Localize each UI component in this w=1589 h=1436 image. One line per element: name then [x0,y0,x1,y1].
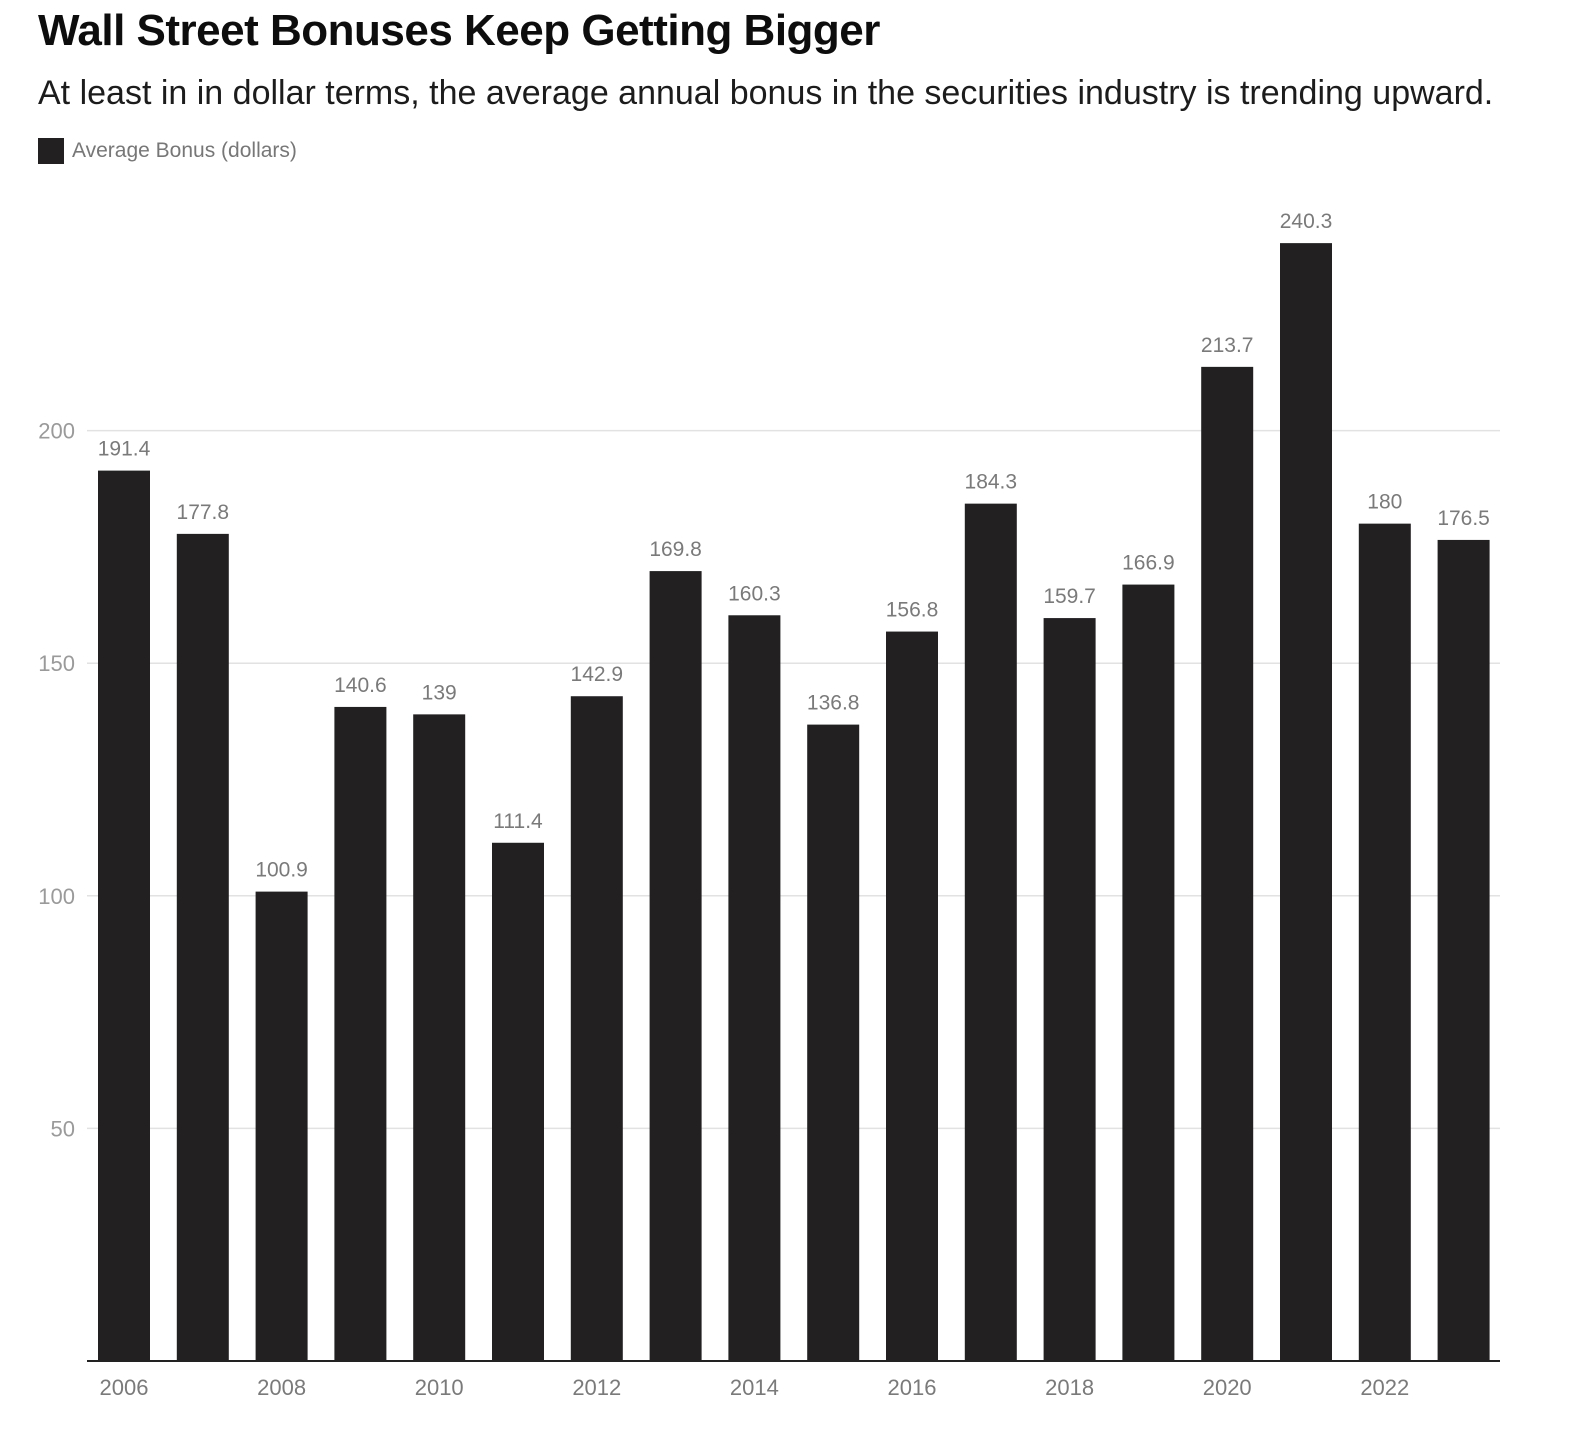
y-tick-label: 200 [38,419,75,444]
data-label: 160.3 [728,582,781,605]
x-tick-label: 2014 [730,1375,779,1400]
bar [1122,584,1175,1361]
data-label: 100.9 [255,859,308,882]
data-label: 140.6 [334,674,387,697]
data-label: 180 [1367,491,1402,514]
data-label: 177.8 [177,501,230,524]
bar [1280,243,1332,1362]
data-label: 191.4 [98,438,151,461]
bar [728,615,781,1361]
bar [570,696,623,1361]
data-label: 176.5 [1437,507,1490,530]
bar [649,571,702,1361]
bar [334,706,387,1361]
x-tick-label: 2012 [572,1375,621,1400]
data-label: 213.7 [1201,334,1254,357]
y-tick-label: 50 [51,1116,75,1141]
legend-label: Average Bonus (dollars) [72,139,297,162]
x-tick-label: 2016 [888,1375,937,1400]
bar [1201,366,1254,1361]
y-tick-label: 100 [38,884,75,909]
data-label: 184.3 [965,471,1018,494]
x-tick-label: 2010 [415,1375,464,1400]
bar [255,891,308,1361]
data-label: 156.8 [886,599,939,622]
bar [98,470,150,1362]
chart-title: Wall Street Bonuses Keep Getting Bigger [38,6,880,55]
data-label: 139 [422,681,457,704]
bar [1358,523,1411,1361]
bar [176,533,229,1361]
bar [964,503,1017,1361]
bar [413,714,466,1361]
y-tick-label: 150 [38,651,75,676]
x-tick-label: 2006 [100,1375,149,1400]
data-label: 136.8 [807,692,860,715]
data-label: 142.9 [571,663,624,686]
data-label: 166.9 [1122,552,1175,575]
data-label: 169.8 [649,538,702,561]
bar [1437,539,1490,1361]
data-label: 159.7 [1043,585,1096,608]
data-label: 111.4 [493,810,543,833]
x-tick-label: 2022 [1360,1375,1409,1400]
bar [886,631,938,1361]
legend: Average Bonus (dollars) [38,138,297,164]
chart-subtitle: At least in in dollar terms, the average… [38,74,1494,112]
bar [1043,618,1096,1361]
x-tick-label: 2008 [257,1375,306,1400]
legend-swatch [38,138,64,164]
x-tick-label: 2020 [1203,1375,1252,1400]
bar [492,842,544,1361]
bar [807,724,860,1361]
x-tick-label: 2018 [1045,1375,1094,1400]
data-label: 240.3 [1280,210,1333,233]
